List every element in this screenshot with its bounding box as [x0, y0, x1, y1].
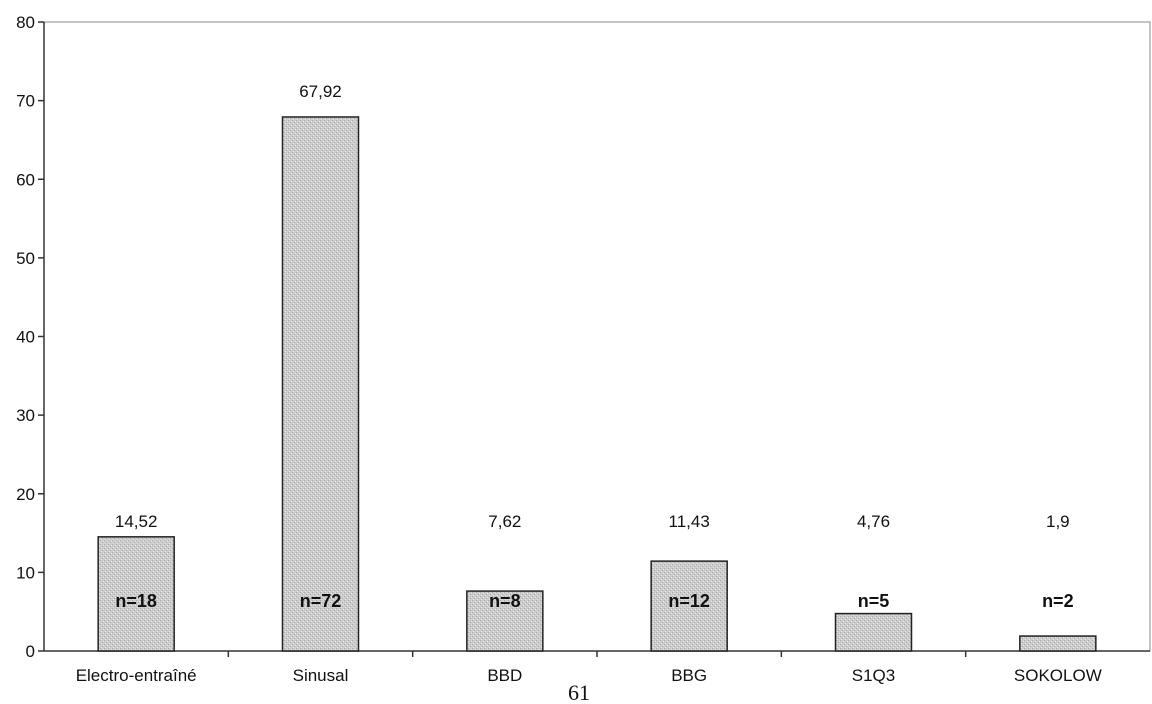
- value-label: 11,43: [669, 512, 710, 531]
- category-label: Electro-entraîné: [76, 666, 197, 685]
- n-label: n=72: [300, 591, 342, 611]
- category-label: S1Q3: [852, 666, 895, 685]
- n-label: n=2: [1042, 591, 1074, 611]
- y-tick-label: 60: [16, 170, 35, 189]
- y-tick-label: 70: [16, 92, 35, 111]
- bar: [834, 612, 913, 652]
- y-tick-label: 50: [16, 249, 35, 268]
- bar: [650, 560, 728, 652]
- page-number: 61: [568, 680, 590, 704]
- category-label: Sinusal: [293, 666, 349, 685]
- y-tick-label: 0: [26, 642, 35, 661]
- y-axis-ticks: 0 10 20 30 40 50 60 70 80: [16, 13, 44, 661]
- category-label: SOKOLOW: [1014, 666, 1102, 685]
- x-axis-ticks: [227, 651, 967, 657]
- y-tick-label: 40: [16, 328, 35, 347]
- n-label: n=12: [668, 591, 710, 611]
- bar: [97, 536, 175, 652]
- y-tick-label: 30: [16, 406, 35, 425]
- bars-group: [97, 116, 1097, 652]
- bar: [281, 116, 360, 652]
- value-label: 4,76: [857, 512, 890, 531]
- n-label: n=18: [115, 591, 157, 611]
- value-label: 14,52: [115, 512, 158, 531]
- value-label: 7,62: [488, 512, 521, 531]
- plot-area: [43, 21, 1151, 652]
- value-label: 1,9: [1046, 512, 1070, 531]
- y-tick-label: 80: [16, 13, 35, 32]
- y-tick-label: 10: [16, 563, 35, 582]
- category-label: BBD: [487, 666, 522, 685]
- value-label: 67,92: [299, 82, 342, 101]
- n-label: n=5: [858, 591, 890, 611]
- y-tick-label: 20: [16, 485, 35, 504]
- labels-group: 14,52 n=18 Electro-entraîné 67,92 n=72 Sinusa…: [76, 82, 1102, 685]
- bar: [1019, 635, 1097, 652]
- category-label: BBG: [671, 666, 707, 685]
- n-label: n=8: [489, 591, 521, 611]
- bar: [466, 590, 544, 652]
